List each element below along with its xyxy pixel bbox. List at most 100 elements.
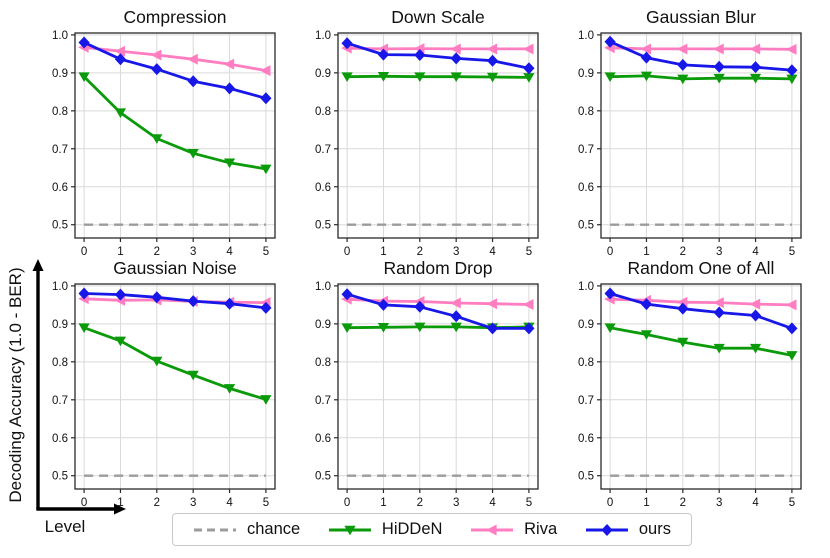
marker-HiDDeN [341,323,353,333]
y-tick-label: 0.6 [578,433,594,445]
x-axis-label: Level [44,517,86,536]
y-tick-label: 0.9 [52,68,68,80]
marker-ours [486,54,499,67]
y-tick-label: 0.7 [578,144,594,156]
legend-entry-riva: Riva [470,521,557,538]
marker-Riva [749,43,761,55]
y-tick-label: 0.9 [578,68,594,80]
series-line-Riva [347,46,529,51]
marker-Riva [785,43,797,55]
plot-canvas-gaussian-blur: 0.5 0.6 0.7 0.8 0.9 1.0 0 1 2 3 4 5 [578,30,802,258]
x-tick-label: 4 [489,497,496,509]
x-tick-label: 5 [789,246,795,258]
y-tick-label: 1.0 [315,281,331,293]
marker-ours [78,36,90,49]
plot-border [600,32,802,239]
subplot-random-one-of-all: Random One of All 0.5 0.6 0.7 0.8 0.9 1.0 0 1 2 3… [561,257,821,513]
y-tick-label: 0.7 [315,144,331,156]
x-tick-label: 1 [643,497,649,509]
marker-ours [713,306,725,319]
x-tick-label: 1 [117,497,123,509]
marker-HiDDeN [450,322,462,333]
marker-HiDDeN [260,395,272,405]
marker-HiDDeN [486,72,499,83]
marker-Riva [150,49,162,61]
x-tick-label: 3 [716,246,722,258]
axis-arrow-up-head [32,259,44,271]
plot-border [74,32,276,239]
marker-HiDDeN [114,108,127,119]
x-tick-label: 0 [607,497,613,509]
x-tick-label: 3 [716,497,722,509]
legend-entry-chance: chance [193,521,300,538]
x-tick-label: 3 [190,246,196,258]
marker-HiDDeN [414,72,426,82]
marker-Riva [749,298,761,310]
swatch-marker [486,524,497,535]
marker-HiDDeN [223,158,236,169]
y-tick-label: 0.8 [578,106,594,118]
y-tick-label: 0.5 [52,471,68,483]
marker-HiDDeN [377,71,390,82]
y-tick-label: 0.6 [52,433,68,445]
axis-arrow [32,259,126,515]
marker-Riva [522,43,534,55]
y-tick-label: 0.8 [52,106,68,118]
series-line-HiDDeN [609,326,793,357]
series-line-Riva [347,297,529,306]
marker-ours [786,64,798,77]
y-tick-label: 1.0 [52,281,68,293]
series-line-ours [84,292,267,310]
marker-Riva [640,43,652,55]
x-tick-label: 1 [117,246,123,258]
y-tick-label: 0.9 [315,319,331,331]
marker-HiDDeN [749,343,762,354]
series-line-ours [346,41,530,70]
legend: chance HiDDeN Riva ours [172,513,692,546]
marker-HiDDeN [786,74,798,85]
x-tick-label: 5 [526,246,532,258]
marker-Riva [450,297,461,309]
marker-ours [223,82,236,95]
marker-ours [187,75,199,88]
series-line-ours [609,40,793,72]
y-tick-label: 0.5 [578,471,594,483]
marker-HiDDeN [78,323,90,333]
marker-HiDDeN [677,337,689,348]
marker-ours [377,298,390,311]
x-tick-label: 2 [417,497,423,509]
subplot-title: Gaussian Blur [646,7,756,27]
subplot-title: Compression [123,7,227,27]
legend-label-hidden: HiDDeN [381,520,443,539]
plot-canvas-random-drop: 0.5 0.6 0.7 0.8 0.9 1.0 0 1 2 3 4 5 [315,281,539,509]
y-tick-label: 1.0 [578,30,594,42]
marker-Riva [486,43,498,55]
marker-ours [414,49,426,62]
y-tick-label: 0.7 [52,395,68,407]
x-tick-label: 3 [190,497,196,509]
subplot-random-drop: Random Drop 0.5 0.6 0.7 0.8 0.9 1.0 0 1 2 3 4 5 [298,257,558,513]
subplot-compression: Compression 0.5 0.6 0.7 0.8 0.9 1.0 0 1 2 3 4 5 [35,6,295,262]
marker-HiDDeN [341,72,353,82]
subplot-title: Gaussian Noise [113,258,237,278]
legend-entry-hidden: HiDDeN [328,520,443,539]
x-tick-label: 4 [752,246,759,258]
marker-Riva [713,43,724,55]
marker-HiDDeN [640,71,653,82]
y-tick-label: 0.7 [578,395,594,407]
marker-HiDDeN [151,134,163,144]
x-tick-label: 5 [263,246,269,258]
marker-ours [713,60,725,73]
marker-ours [151,291,163,304]
x-tick-label: 5 [526,497,532,509]
marker-Riva [713,297,724,309]
marker-HiDDeN [713,73,725,84]
y-tick-label: 0.6 [52,182,68,194]
series-line-Riva [83,46,267,72]
marker-HiDDeN [786,351,798,361]
marker-HiDDeN [114,336,127,347]
marker-Riva [259,65,271,77]
series-line-Riva [610,46,792,51]
plot-canvas-random-one-of-all: 0.5 0.6 0.7 0.8 0.9 1.0 0 1 2 3 4 5 [578,281,802,509]
